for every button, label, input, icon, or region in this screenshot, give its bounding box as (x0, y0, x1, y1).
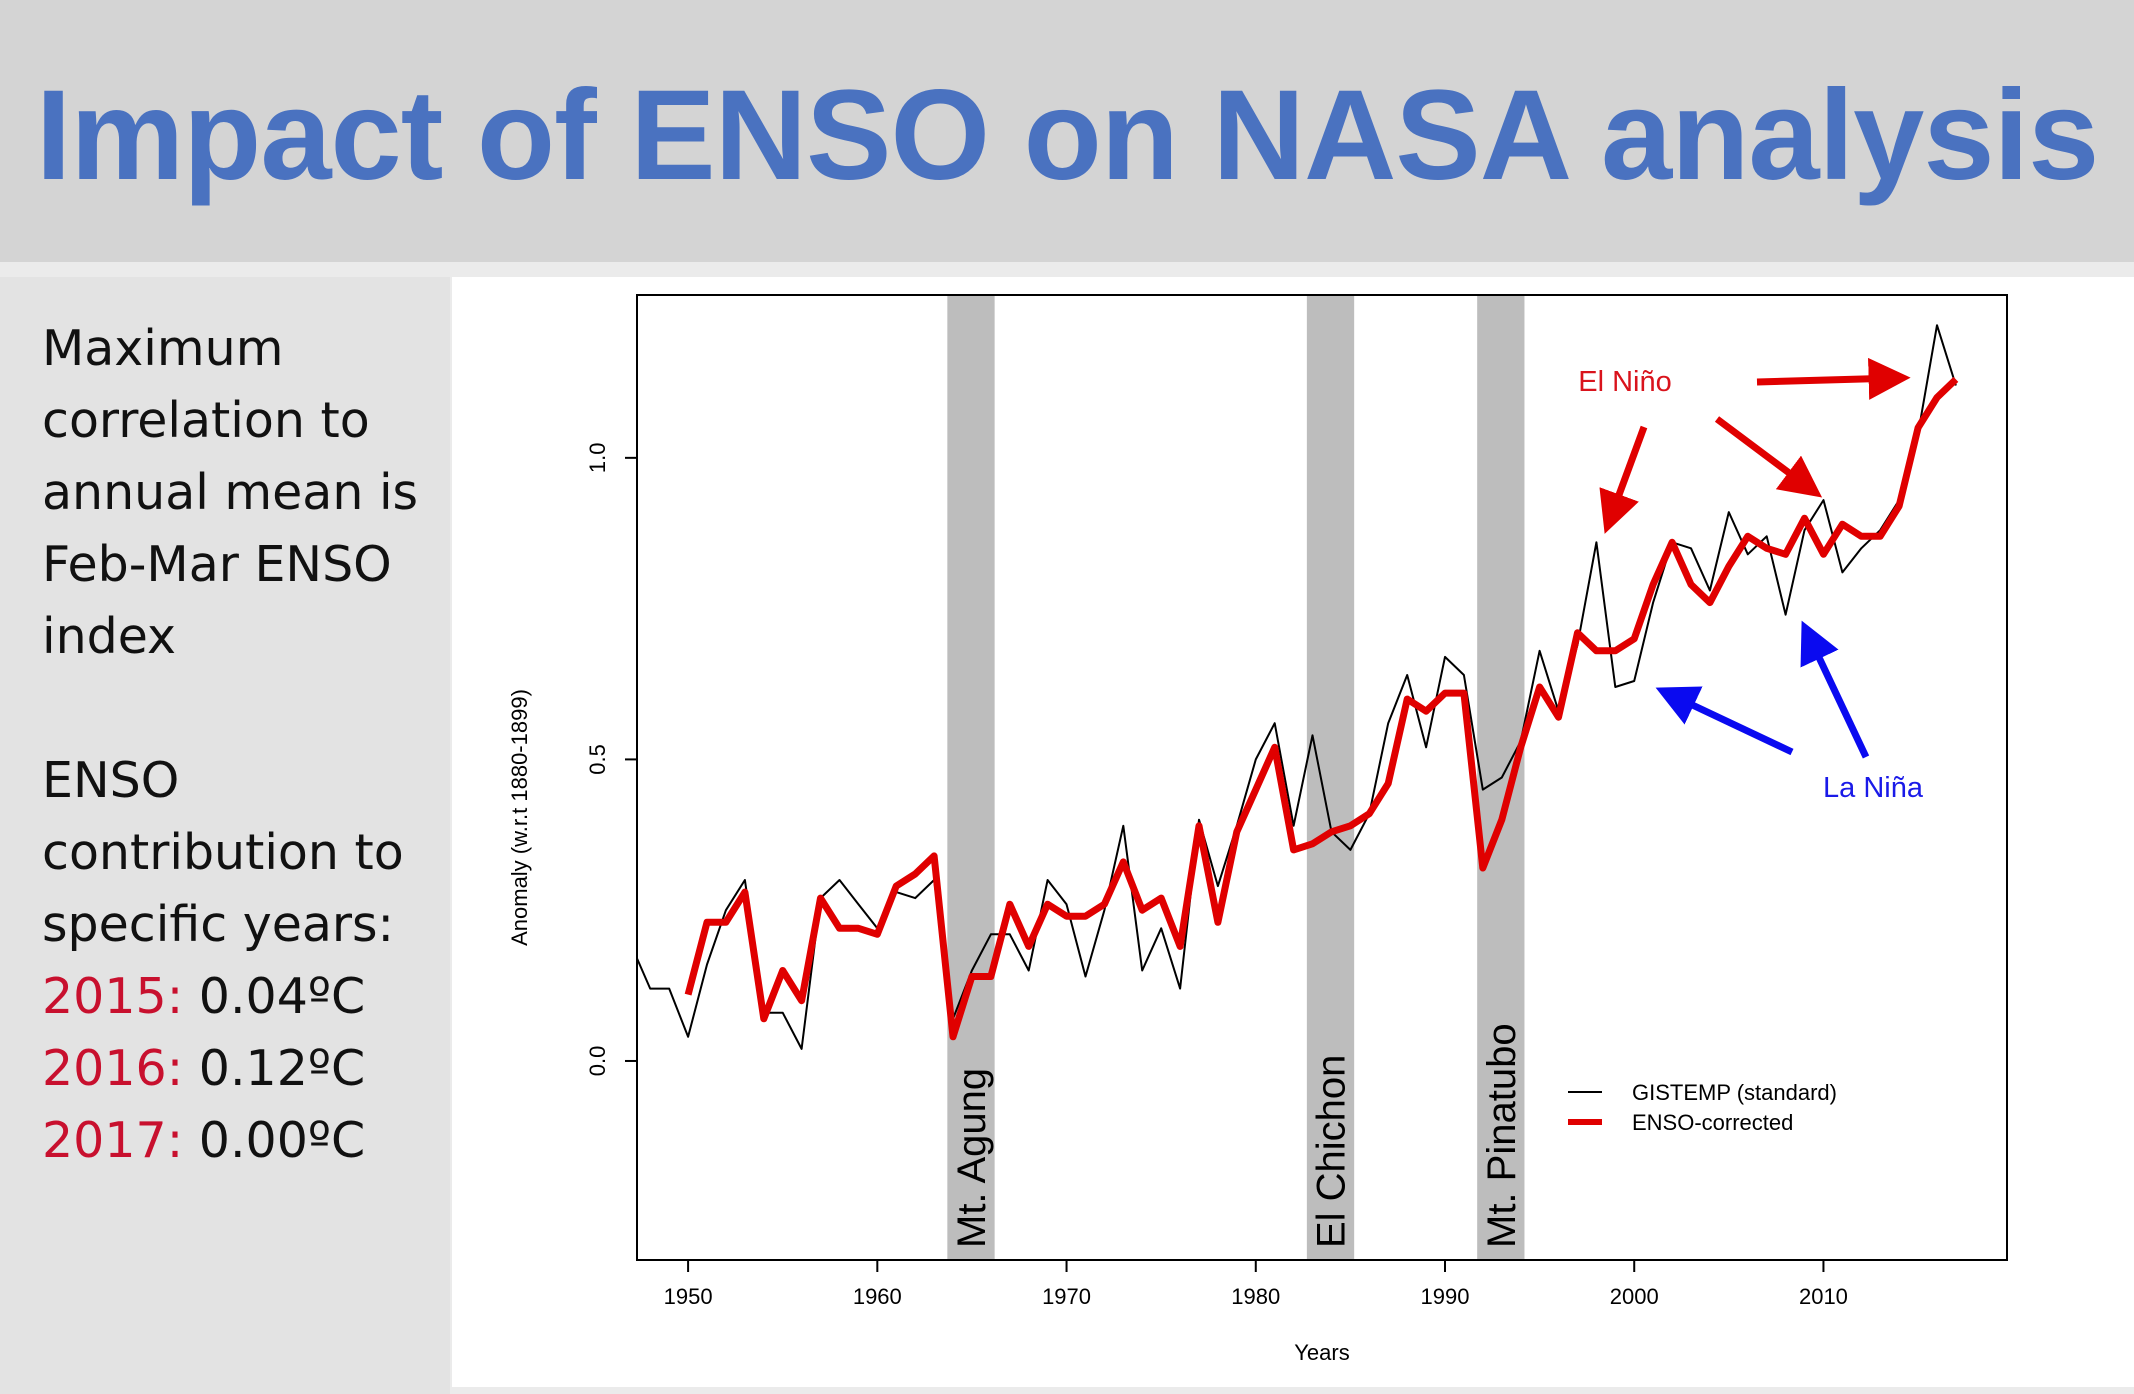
x-tick-label: 1990 (1421, 1284, 1470, 1309)
contribution-year: 2016: (42, 1040, 184, 1097)
gistemp-line (636, 324, 1957, 1050)
contribution-value: 0.00ºC (183, 1112, 366, 1169)
volcano-label: El Chichon (1310, 1055, 1354, 1248)
y-axis-title: Anomaly (w.r.t 1880-1899) (507, 689, 532, 946)
text-line: contribution to (42, 824, 404, 881)
contribution-year: 2017: (42, 1112, 184, 1169)
y-tick-label: 0.0 (585, 1046, 610, 1077)
series-lines (636, 324, 1959, 1050)
x-tick-label: 1950 (664, 1284, 713, 1309)
slide-title: Impact of ENSO on NASA analysis (35, 64, 2100, 207)
x-axis-title: Years (1294, 1340, 1349, 1365)
y-tick-label: 0.5 (585, 744, 610, 775)
annotations: El Niño La Niña (1578, 357, 1924, 804)
y-tick-label: 1.0 (585, 443, 610, 474)
plot-frame (636, 294, 2008, 1261)
text-line: correlation to (42, 392, 370, 449)
contribution-value: 0.04ºC (183, 968, 366, 1025)
legend-label-gistemp: GISTEMP (standard) (1632, 1080, 1837, 1105)
legend: GISTEMP (standard) ENSO-corrected (1568, 1080, 1837, 1135)
contribution-year: 2015: (42, 968, 184, 1025)
text-line: ENSO (42, 752, 180, 809)
contribution-value: 0.12ºC (183, 1040, 366, 1097)
text-line: specific years: (42, 896, 395, 953)
la-nina-arrow (1800, 620, 1870, 759)
x-tick-label: 1960 (853, 1284, 902, 1309)
volcano-band (1306, 295, 1355, 1260)
x-tick-label: 2000 (1610, 1284, 1659, 1309)
la-nina-arrow (1655, 686, 1794, 756)
volcano-bands: Mt. Agung El Chichon Mt. Pinatubo (947, 295, 1525, 1260)
text-line: index (42, 608, 177, 665)
contribution-paragraph: ENSO contribution to specific years: 201… (42, 745, 442, 1177)
legend-label-enso: ENSO-corrected (1632, 1110, 1793, 1135)
anomaly-chart: Mt. Agung El Chichon Mt. Pinatubo 1950 1960… (507, 294, 2008, 1365)
axes: 1950 1960 1970 1980 1990 2000 2010 0.0 0.5 1.0 (585, 443, 1848, 1309)
side-panel: Maximum correlation to annual mean is Fe… (0, 277, 450, 1394)
la-nina-label: La Niña (1823, 772, 1924, 804)
el-nino-label: El Niño (1578, 366, 1672, 398)
el-nino-arrow (1599, 425, 1648, 534)
side-text: Maximum correlation to annual mean is Fe… (42, 313, 442, 1177)
correlation-paragraph: Maximum correlation to annual mean is Fe… (42, 313, 442, 673)
volcano-label: Mt. Pinatubo (1480, 1023, 1524, 1248)
text-line: Feb-Mar ENSO (42, 536, 392, 593)
x-tick-label: 1980 (1231, 1284, 1280, 1309)
enso-corrected-line (684, 376, 1959, 1041)
text-line: annual mean is (42, 464, 419, 521)
volcano-band (947, 295, 995, 1260)
text-line: Maximum (42, 320, 284, 377)
el-nino-arrow (1714, 416, 1823, 498)
x-tick-label: 2010 (1799, 1284, 1848, 1309)
volcano-label: Mt. Agung (950, 1068, 994, 1248)
x-tick-label: 1970 (1042, 1284, 1091, 1309)
title-bar: Impact of ENSO on NASA analysis (0, 0, 2134, 262)
el-nino-arrow (1756, 357, 1911, 400)
chart-panel: Mt. Agung El Chichon Mt. Pinatubo 1950 1960… (452, 277, 2134, 1387)
